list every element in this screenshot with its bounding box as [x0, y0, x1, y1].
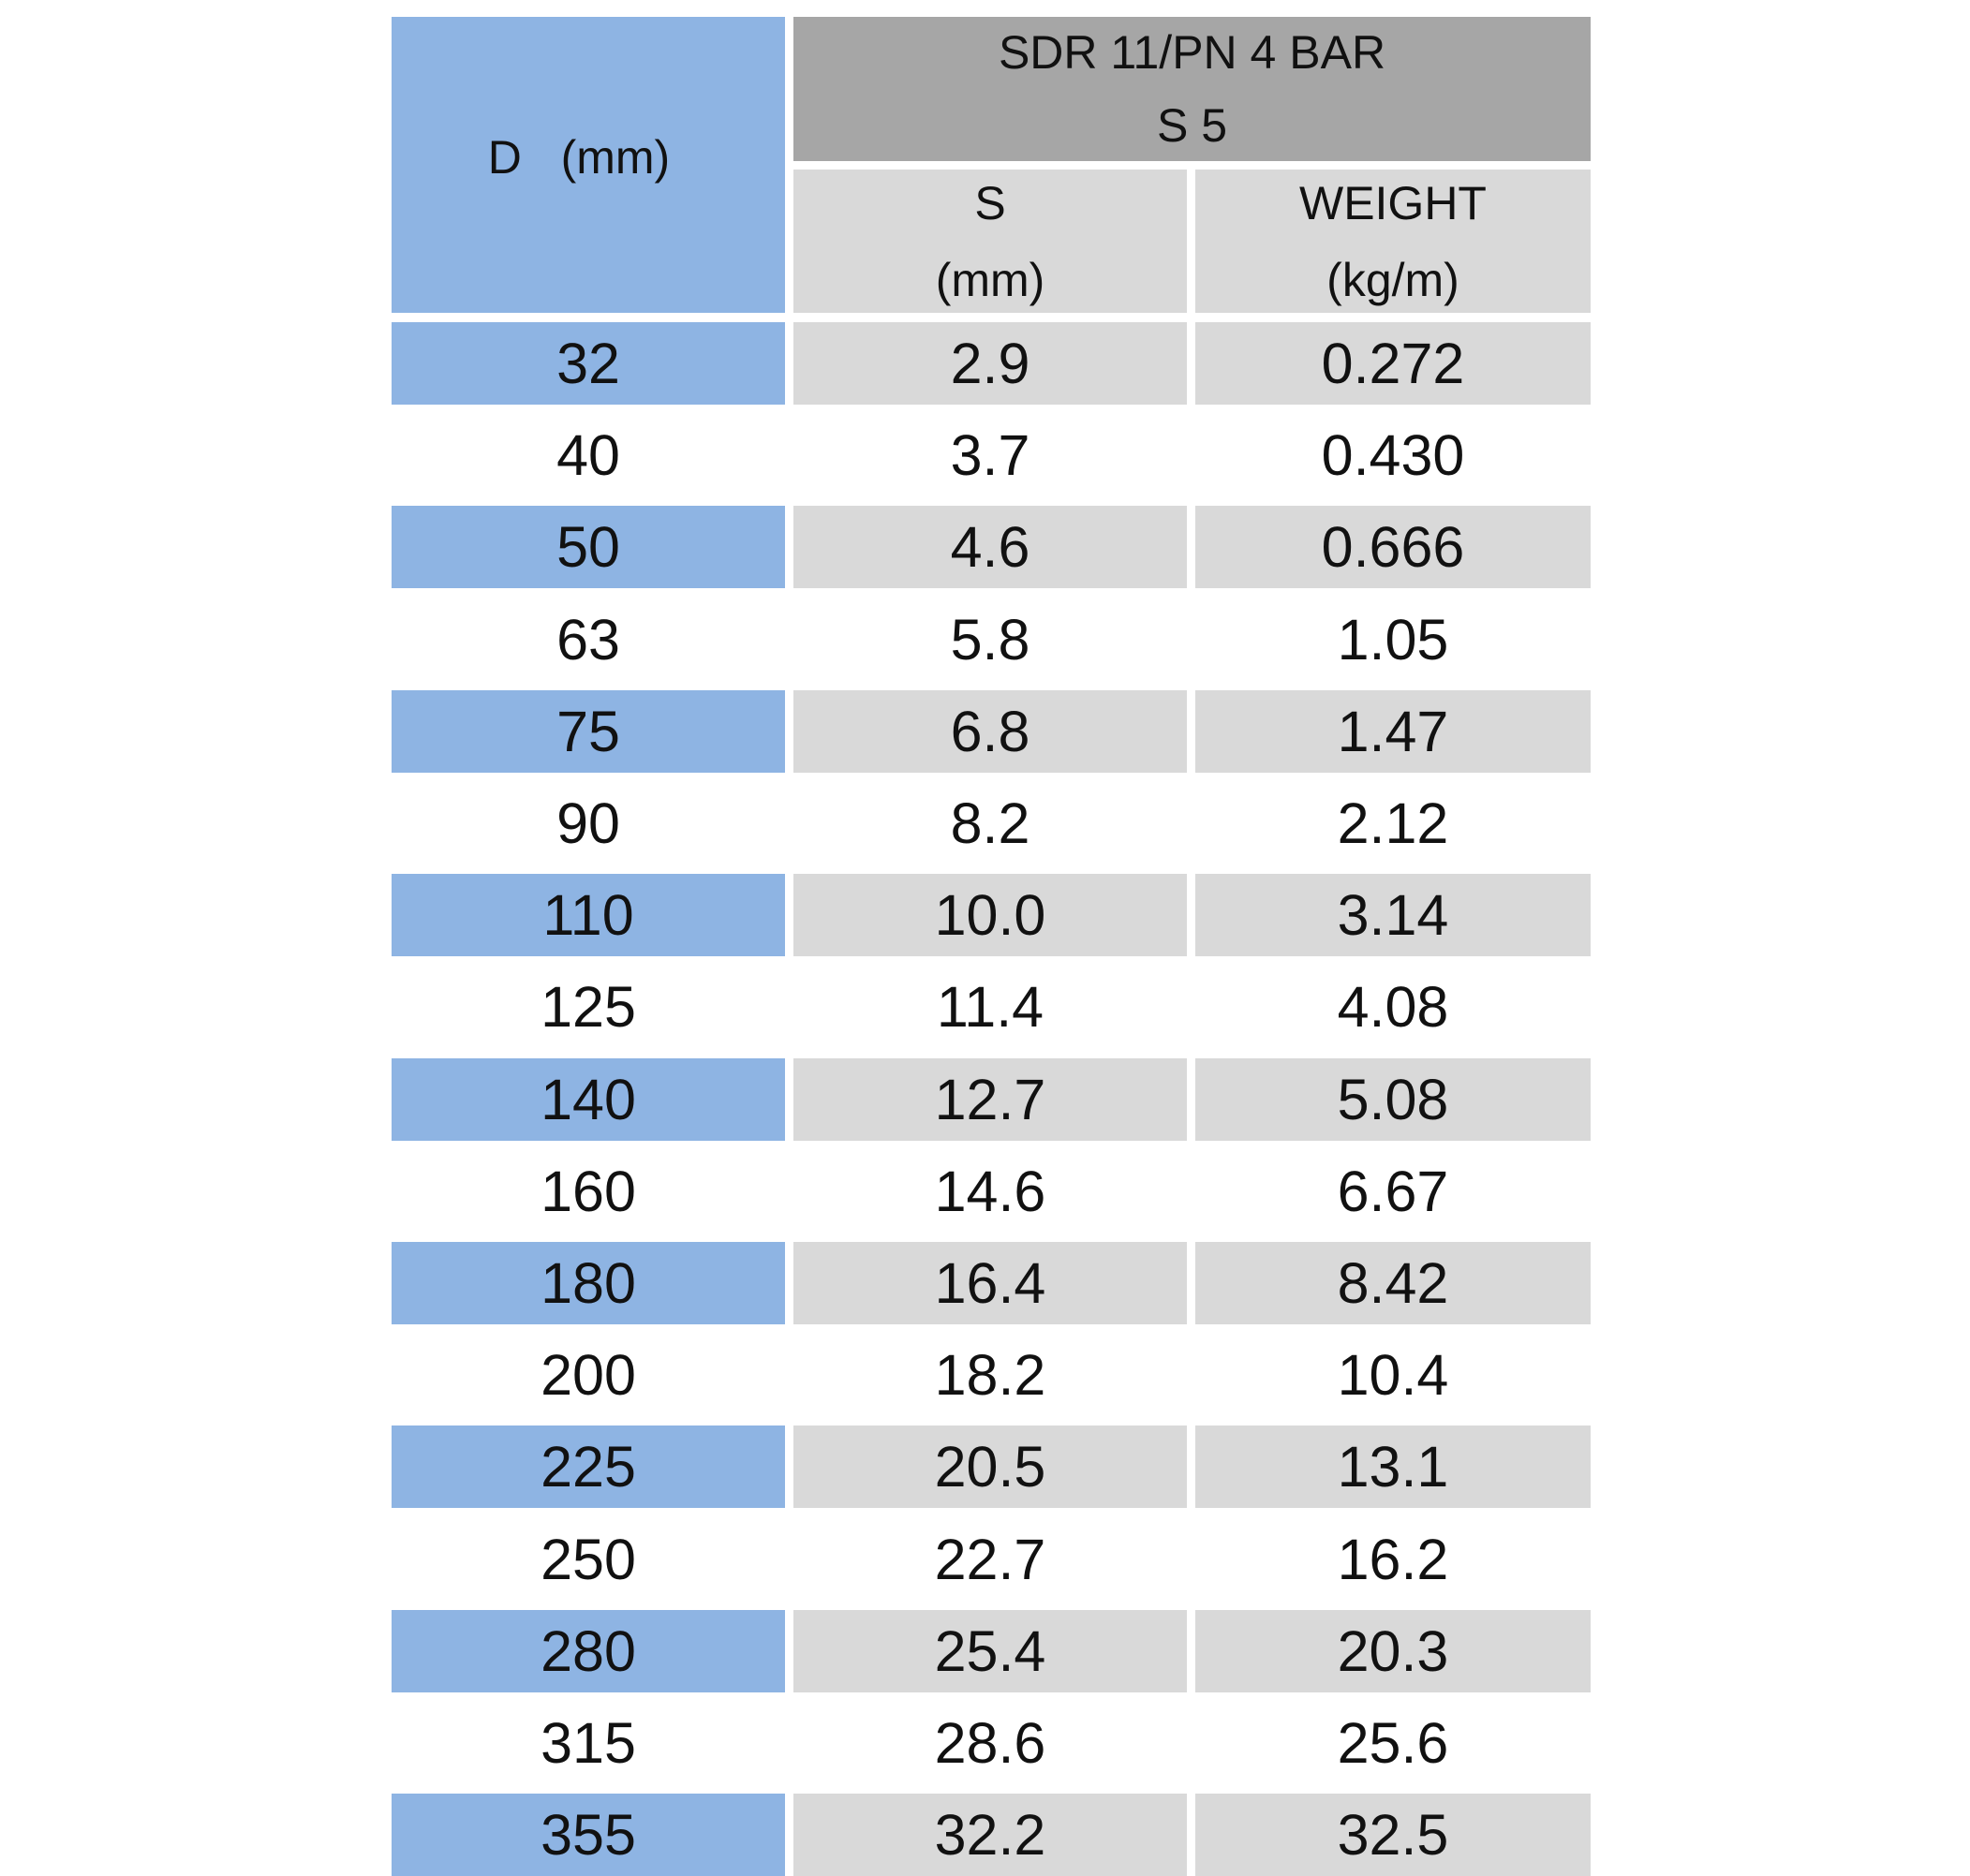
cell-dimension: 40: [556, 423, 620, 488]
cell-weight: 16.2: [1337, 1527, 1449, 1591]
table-row: 32 2.9 0.272: [392, 322, 1591, 405]
cell-dimension: 75: [392, 689, 785, 773]
weight-column-header: WEIGHT (kg/m): [1195, 170, 1591, 313]
cell-weight: 0.430: [1321, 423, 1465, 488]
cell-weight: 13.1: [1195, 1425, 1591, 1509]
cell-weight: 32.5: [1195, 1794, 1591, 1876]
cell-wall-thickness: 4.6: [793, 506, 1187, 589]
group-header: SDR 11/PN 4 BAR S 5: [793, 17, 1591, 161]
cell-dimension: 225: [392, 1425, 785, 1509]
cell-dimension: 50: [392, 506, 785, 589]
cell-wall-thickness: 5.8: [950, 607, 1030, 672]
cell-weight: 5.08: [1195, 1057, 1591, 1141]
cell-wall-thickness: 6.8: [793, 689, 1187, 773]
table-row: 90 8.2 2.12: [392, 782, 1591, 864]
cell-weight: 0.272: [1195, 322, 1591, 405]
cell-dimension: 160: [541, 1159, 636, 1223]
s-column-header-line1: S: [974, 176, 1006, 229]
cell-wall-thickness: 2.9: [793, 322, 1187, 405]
table-row: 50 4.6 0.666: [392, 506, 1591, 589]
cell-wall-thickness: 18.2: [934, 1343, 1046, 1408]
table-row: 200 18.2 10.4: [392, 1334, 1591, 1416]
table-row: 225 20.5 13.1: [392, 1425, 1591, 1509]
table-row: 63 5.8 1.05: [392, 598, 1591, 681]
table-row: 75 6.8 1.47: [392, 689, 1591, 773]
cell-weight: 6.67: [1337, 1159, 1449, 1223]
cell-weight: 1.05: [1337, 607, 1449, 672]
cell-dimension: 250: [541, 1527, 636, 1591]
cell-weight: 3.14: [1195, 874, 1591, 957]
cell-dimension: 140: [392, 1057, 785, 1141]
cell-wall-thickness: 14.6: [934, 1159, 1046, 1223]
cell-wall-thickness: 3.7: [950, 423, 1030, 488]
cell-dimension: 90: [556, 791, 620, 855]
cell-weight: 25.6: [1337, 1711, 1449, 1775]
table-row: 160 14.6 6.67: [392, 1150, 1591, 1233]
cell-wall-thickness: 25.4: [793, 1609, 1187, 1692]
cell-weight: 4.08: [1337, 975, 1449, 1040]
group-header-line1: SDR 11/PN 4 BAR: [998, 26, 1386, 79]
cell-dimension: 355: [392, 1794, 785, 1876]
weight-column-header-line2: (kg/m): [1326, 253, 1459, 306]
table-row: 140 12.7 5.08: [392, 1057, 1591, 1141]
cell-dimension: 63: [556, 607, 620, 672]
cell-dimension: 200: [541, 1343, 636, 1408]
cell-wall-thickness: 22.7: [934, 1527, 1046, 1591]
cell-wall-thickness: 12.7: [793, 1057, 1187, 1141]
group-header-line2: S 5: [1156, 99, 1228, 152]
cell-weight: 10.4: [1337, 1343, 1449, 1408]
s-column-header: S (mm): [793, 170, 1187, 313]
cell-dimension: 125: [541, 975, 636, 1040]
dimension-header: D (mm): [392, 17, 785, 313]
cell-dimension: 110: [392, 874, 785, 957]
dimension-header-label: D (mm): [487, 131, 671, 184]
cell-wall-thickness: 20.5: [793, 1425, 1187, 1509]
table-row: 315 28.6 25.6: [392, 1702, 1591, 1784]
cell-weight: 8.42: [1195, 1242, 1591, 1324]
weight-column-header-line1: WEIGHT: [1299, 176, 1487, 229]
table-row: 280 25.4 20.3: [392, 1609, 1591, 1692]
table-row: 180 16.4 8.42: [392, 1242, 1591, 1324]
cell-wall-thickness: 8.2: [950, 791, 1030, 855]
cell-weight: 2.12: [1337, 791, 1449, 855]
cell-weight: 0.666: [1195, 506, 1591, 589]
table-row: 250 22.7 16.2: [392, 1518, 1591, 1601]
table-row: 110 10.0 3.14: [392, 874, 1591, 957]
cell-wall-thickness: 11.4: [936, 975, 1044, 1040]
cell-dimension: 32: [392, 322, 785, 405]
table-row: 40 3.7 0.430: [392, 414, 1591, 496]
cell-wall-thickness: 16.4: [793, 1242, 1187, 1324]
table-row: 355 32.2 32.5: [392, 1794, 1591, 1876]
s-column-header-line2: (mm): [935, 253, 1045, 306]
cell-wall-thickness: 28.6: [934, 1711, 1046, 1775]
cell-dimension: 315: [541, 1711, 636, 1775]
cell-weight: 20.3: [1195, 1609, 1591, 1692]
cell-dimension: 280: [392, 1609, 785, 1692]
table-row: 125 11.4 4.08: [392, 966, 1591, 1048]
cell-wall-thickness: 32.2: [793, 1794, 1187, 1876]
cell-weight: 1.47: [1195, 689, 1591, 773]
cell-wall-thickness: 10.0: [793, 874, 1187, 957]
cell-dimension: 180: [392, 1242, 785, 1324]
